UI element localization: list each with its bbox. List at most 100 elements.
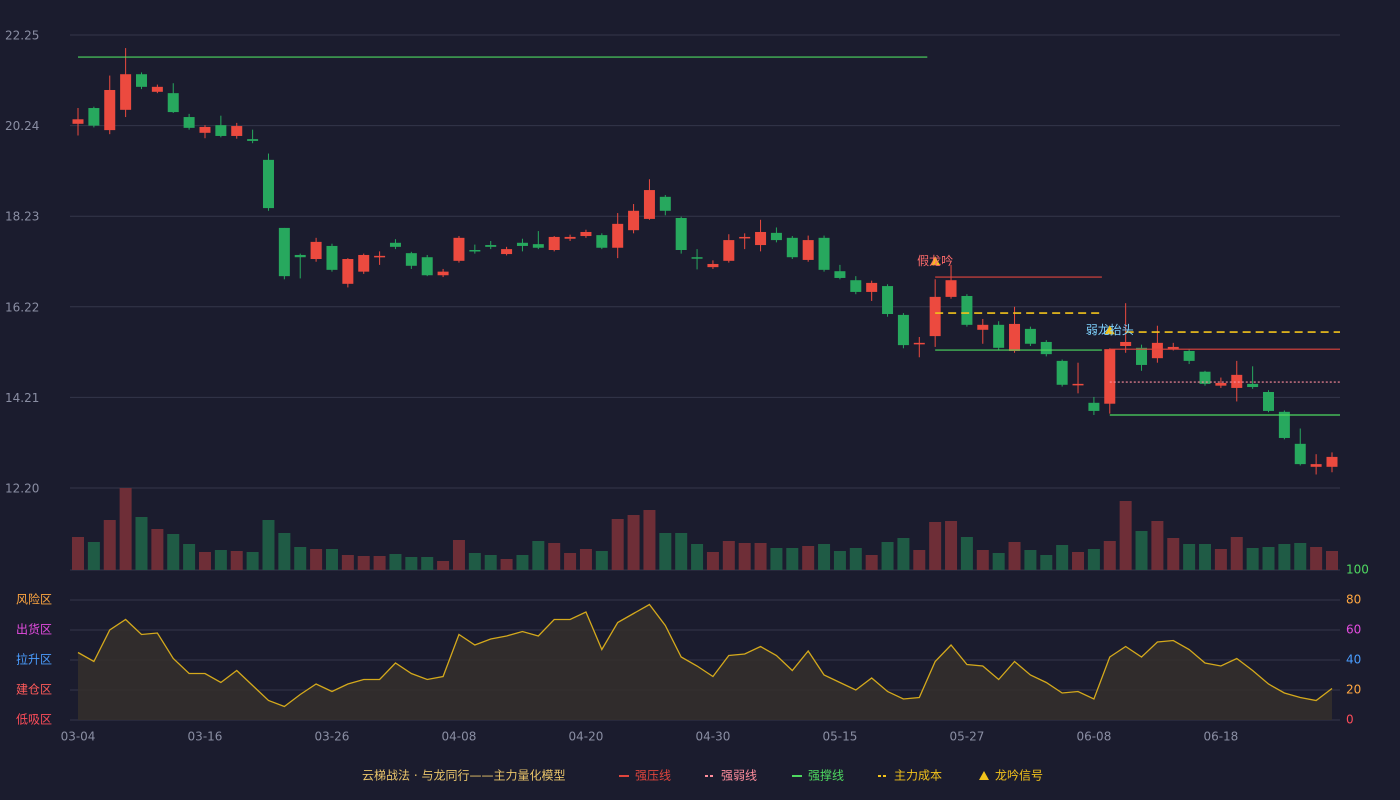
y-tick-label: 14.21 [5,391,39,405]
volume-bar [1183,544,1196,570]
candle-body [1263,391,1275,411]
candle-body [151,86,163,92]
volume-bar [786,548,799,570]
volume-bar [119,488,132,570]
candle-body [564,236,576,239]
volume-bar [929,522,942,570]
volume-bar [1151,521,1164,570]
candle-body [104,89,116,131]
candle-body [882,286,894,315]
candle-body [1167,346,1179,350]
volume-bar [1008,542,1021,570]
volume-bar [468,553,481,570]
candle-body [342,259,354,284]
volume-bar [1326,551,1338,570]
volume-bar [770,548,783,570]
volume-bar [516,555,529,570]
candle-body [1215,382,1227,386]
candle-body [580,231,592,237]
candle-body [374,255,386,258]
volume-bar [183,544,196,570]
volume-bar [1214,549,1227,570]
volume-bar [72,537,84,570]
volume-bar [659,533,672,570]
volume-bar [706,552,719,570]
candle-body [1104,349,1116,404]
candle-body [1072,383,1084,386]
candle-body [167,93,179,113]
zone-label: 风险区 [16,592,52,607]
candle-body [88,108,100,126]
candle-body [548,236,560,251]
volume-bar [437,561,450,570]
candle-body [993,324,1005,348]
signal-marker [930,256,941,266]
y2-tick-label: 20 [1346,683,1361,697]
volume-bar [230,551,243,570]
volume-bar [754,543,767,570]
volume-bar [1230,537,1243,570]
candle-body [326,245,338,270]
volume-bar [675,533,688,570]
volume-bar [992,553,1005,570]
x-tick-label: 04-08 [442,730,477,744]
signal-label: 弱龙抬头 [1086,323,1134,337]
volume-bar [262,520,275,570]
volume-bar [818,544,831,570]
volume-bar [135,517,148,570]
volume-bar [357,556,370,570]
candle-body [770,232,782,241]
legend-title: 云梯战法 · 与龙同行——主力量化模型 [362,769,565,783]
volume-bar [960,537,973,570]
candle-body [278,227,290,277]
candle-body [612,223,624,248]
volume-bar [579,549,592,570]
volume-bar [849,548,862,570]
candle-body [294,254,306,258]
volume-bar [1087,549,1100,570]
x-tick-label: 03-04 [61,730,96,744]
volume-bar [627,515,640,570]
x-tick-label: 04-20 [569,730,604,744]
candle-body [707,263,719,268]
candle-body [1120,341,1132,347]
volume-bar [865,555,878,570]
y2-tick-label: 80 [1346,593,1361,607]
candle-body [1024,328,1036,344]
candle-body [135,74,147,87]
volume-bar [421,557,434,570]
volume-bar [1056,545,1069,570]
legend-label: 强压线 [635,769,671,783]
candle-body [929,296,941,337]
volume-bar [1167,538,1180,570]
volume-bar [833,551,846,570]
volume-bar [310,549,323,570]
y-tick-label: 22.25 [5,29,39,43]
x-tick-label: 03-26 [315,730,350,744]
volume-bar [897,538,910,570]
candle-body [1183,350,1195,361]
zone-label: 出货区 [16,622,52,637]
candle-body [358,254,370,272]
volume-bar [1262,547,1275,570]
volume-bar [564,553,577,570]
x-tick-label: 03-16 [188,730,223,744]
candle-body [913,342,925,345]
indicator-area [78,604,1332,720]
legend-label: 强弱线 [721,769,757,783]
volume-bar [373,556,386,570]
candle-body [183,117,195,128]
volume-bar [881,542,894,570]
volume-bar [913,550,926,570]
y2-tick-label: 100 [1346,563,1369,577]
legend-label: 强撑线 [808,768,844,783]
signal-marker [1104,325,1115,335]
candle-body [1247,383,1259,388]
legend-label: 主力成本 [894,769,942,783]
candle-body [977,324,989,330]
candle-body [310,241,322,260]
candle-body [1136,347,1148,365]
volume-bar [595,551,608,570]
volume-bar [500,559,513,570]
